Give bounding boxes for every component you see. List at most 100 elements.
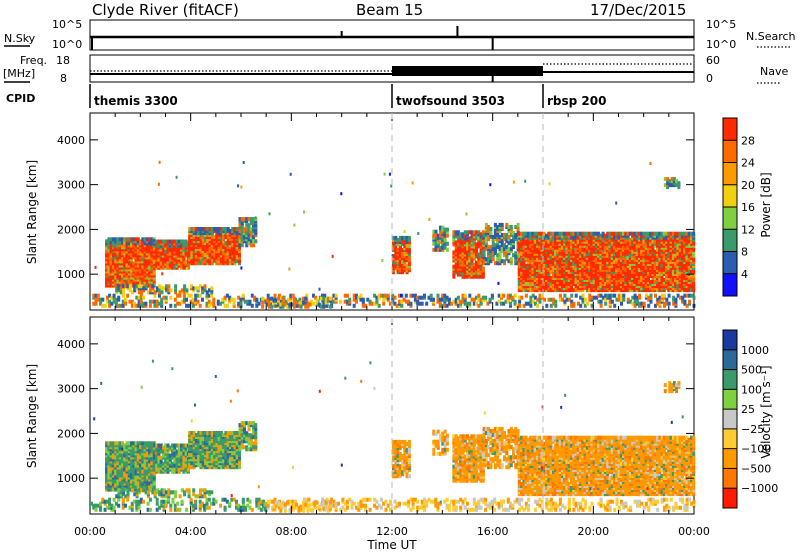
- power-cell: [479, 260, 483, 265]
- power-cell: [558, 255, 562, 260]
- power-cell: [560, 251, 564, 256]
- power-cell: [180, 245, 184, 250]
- power-cell: [549, 276, 553, 280]
- power-cell: [314, 295, 318, 300]
- power-cell: [505, 233, 509, 237]
- power-cell: [288, 304, 292, 309]
- velocity-cell: [109, 465, 113, 470]
- power-cell: [542, 255, 546, 260]
- power-cell: [592, 295, 596, 300]
- power-cell: [610, 255, 614, 260]
- power-cell: [531, 255, 535, 260]
- power-cell: [288, 267, 291, 271]
- power-cell: [436, 241, 440, 246]
- power-cell: [688, 299, 691, 304]
- power-cell: [243, 217, 246, 222]
- power-cell: [238, 259, 241, 264]
- power-cell: [565, 270, 569, 274]
- power-cell: [610, 284, 614, 289]
- power-cell: [622, 297, 626, 302]
- power-cell: [517, 231, 521, 236]
- power-cell: [594, 284, 598, 289]
- power-cell: [599, 284, 603, 289]
- power-cell: [452, 250, 456, 255]
- power-cell: [604, 297, 608, 302]
- power-cell: [152, 275, 156, 280]
- power-cell: [267, 304, 271, 309]
- power-cell: [180, 239, 184, 244]
- power-cell: [491, 237, 495, 242]
- power-cell: [253, 295, 257, 300]
- power-cell: [577, 301, 580, 306]
- power-cell: [213, 253, 217, 258]
- power-cell: [208, 227, 212, 231]
- power-cell: [529, 231, 533, 236]
- power-cell: [121, 237, 124, 242]
- power-cell: [524, 231, 528, 236]
- power-cell: [610, 241, 614, 246]
- power-cell: [231, 227, 235, 231]
- power-cell: [489, 245, 493, 250]
- power-cell: [484, 237, 488, 242]
- power-cell: [215, 237, 219, 242]
- power-cell: [599, 233, 603, 238]
- power-cell: [556, 241, 560, 246]
- power-cell: [642, 303, 646, 308]
- power-cell: [252, 239, 256, 244]
- power-cell: [178, 301, 182, 306]
- power-cell: [240, 229, 244, 234]
- power-cell: [477, 264, 481, 269]
- power-cell: [343, 293, 347, 298]
- power-cell: [94, 299, 98, 304]
- power-cell: [158, 284, 162, 289]
- power-cell: [599, 282, 603, 286]
- power-cell: [688, 293, 691, 298]
- power-cell: [386, 293, 390, 298]
- power-cell: [121, 275, 124, 280]
- power-cell: [685, 303, 689, 308]
- power-cell: [526, 241, 530, 246]
- power-cell: [554, 249, 558, 254]
- power-cell: [322, 304, 326, 309]
- power-cell: [660, 293, 664, 298]
- power-cell: [635, 299, 639, 304]
- power-cell: [479, 297, 483, 302]
- power-cell: [92, 293, 96, 298]
- power-cell: [576, 284, 580, 289]
- power-cell: [121, 261, 124, 266]
- power-cell: [669, 255, 673, 260]
- power-cell: [396, 248, 400, 252]
- power-cell: [445, 227, 449, 232]
- power-cell: [613, 259, 616, 264]
- power-cell: [190, 227, 194, 231]
- power-cell: [579, 303, 583, 308]
- power-cell: [669, 241, 673, 246]
- power-cell: [254, 239, 258, 244]
- power-cell: [545, 284, 548, 289]
- power-cell: [394, 264, 398, 269]
- power-cell: [651, 255, 655, 260]
- power-cell: [656, 270, 659, 274]
- power-cell: [401, 235, 405, 240]
- power-cell: [281, 304, 285, 309]
- power-cell: [118, 241, 122, 246]
- power-cell: [398, 268, 402, 273]
- power-cell: [687, 247, 691, 252]
- power-cell: [287, 297, 291, 302]
- power-cell: [470, 246, 474, 251]
- power-cell: [522, 303, 526, 308]
- freq-panel: Freq. [MHz] 18 8 60 0 Nave: [3, 54, 788, 85]
- power-cell: [674, 270, 678, 274]
- power-cell: [667, 301, 671, 306]
- power-cell: [463, 230, 467, 235]
- power-cell: [665, 255, 669, 260]
- power-cell: [394, 254, 398, 259]
- power-cell: [646, 270, 650, 274]
- power-cell: [662, 284, 666, 289]
- power-cell: [479, 234, 483, 239]
- cpid-segment-label: twofsound 3503: [396, 94, 505, 108]
- power-cell: [637, 270, 641, 274]
- power-cell: [498, 225, 502, 229]
- power-cell: [205, 293, 209, 298]
- power-cell: [400, 294, 402, 297]
